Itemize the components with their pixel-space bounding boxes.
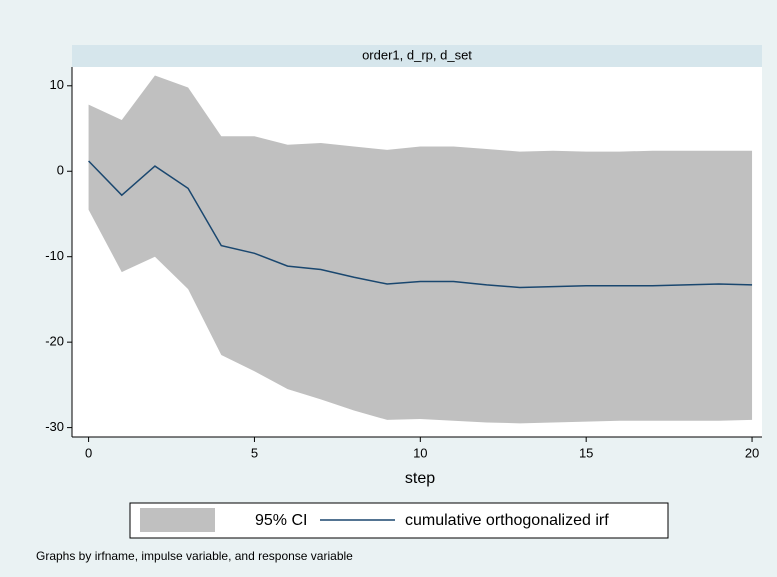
legend-label: 95% CI [255,512,307,529]
y-tick-label: -20 [45,334,64,349]
y-tick-label: -10 [45,248,64,263]
x-tick-label: 0 [85,445,92,460]
chart-title: order1, d_rp, d_set [362,47,472,62]
chart: order1, d_rp, d_set step Graphs by irfna… [0,0,777,577]
x-axis-label: step [405,470,435,487]
x-tick-label: 15 [579,445,593,460]
y-tick-label: 10 [50,77,64,92]
x-tick-label: 20 [745,445,759,460]
x-tick-label: 5 [251,445,258,460]
legend-swatch [140,508,215,532]
y-tick-label: -30 [45,419,64,434]
note: Graphs by irfname, impulse variable, and… [36,549,353,563]
legend-label: cumulative orthogonalized irf [405,512,609,529]
y-tick-label: 0 [57,163,64,178]
x-tick-label: 10 [413,445,427,460]
